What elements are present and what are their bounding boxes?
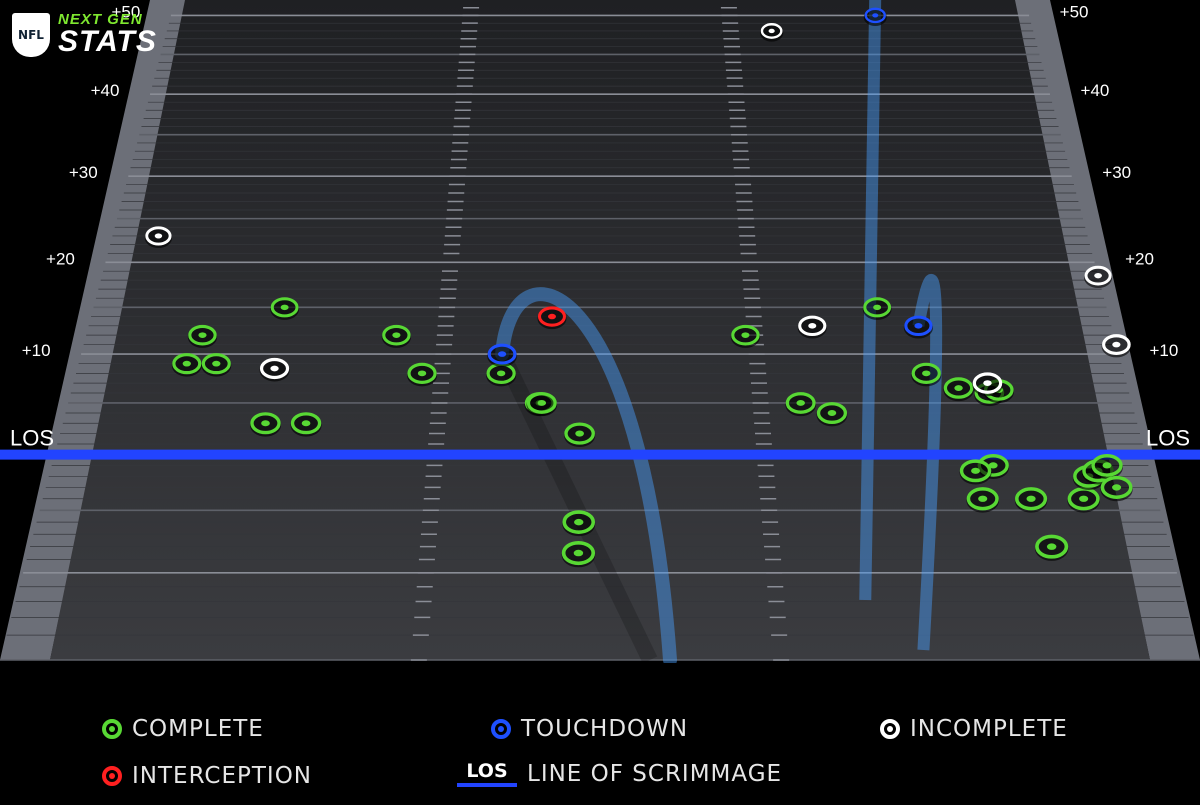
los-line xyxy=(0,449,1200,460)
yard-label-left: +40 xyxy=(91,81,120,100)
yard-label-right: +30 xyxy=(1102,163,1131,182)
complete-marker xyxy=(1100,475,1133,502)
yard-labels: LOS LOS +10 +10 +20 +20 +30 +30 +40 +40 +50 +50 xyxy=(10,2,1190,450)
complete-marker xyxy=(959,459,992,485)
nfl-shield-icon: NFL xyxy=(12,12,50,57)
incomplete-marker xyxy=(1101,334,1132,358)
complete-marker xyxy=(561,540,596,568)
los-swatch-icon: LOS xyxy=(457,761,517,787)
yard-label-left: +50 xyxy=(111,2,140,21)
complete-marker xyxy=(171,353,202,377)
pass-trail xyxy=(495,287,677,667)
touchdown-marker xyxy=(903,315,933,339)
right-sideline-band xyxy=(1010,0,1200,660)
complete-marker xyxy=(486,362,517,387)
legend-incomplete-label: INCOMPLETE xyxy=(910,716,1068,742)
complete-marker xyxy=(381,324,412,348)
legend-los-label: LINE OF SCRIMMAGE xyxy=(527,761,783,787)
pass-trail xyxy=(859,0,882,601)
legend-touchdown: TOUCHDOWN xyxy=(491,716,688,742)
complete-marker xyxy=(290,412,322,437)
complete-marker xyxy=(407,362,438,387)
yard-label-left: +10 xyxy=(22,341,51,360)
yard-label-right: +50 xyxy=(1060,2,1089,21)
complete-marker xyxy=(785,392,817,417)
incomplete-marker-icon xyxy=(880,719,900,739)
next-gen-stats-logo: NFL NEXT GEN STATS xyxy=(12,12,157,57)
complete-marker xyxy=(562,510,596,537)
complete-marker xyxy=(270,297,300,320)
legend-complete: COMPLETE xyxy=(102,716,264,742)
pass-markers xyxy=(144,7,1133,568)
incomplete-marker xyxy=(972,372,1003,397)
complete-marker xyxy=(1067,487,1100,513)
legend-incomplete: INCOMPLETE xyxy=(880,716,1068,742)
touchdown-marker xyxy=(487,343,517,367)
complete-marker xyxy=(862,297,892,320)
left-sideline-band xyxy=(0,0,190,660)
complete-marker xyxy=(1014,487,1048,513)
legend-complete-label: COMPLETE xyxy=(132,716,264,742)
complete-marker xyxy=(966,487,999,513)
incomplete-marker xyxy=(759,23,784,42)
interception-marker-icon xyxy=(102,766,122,786)
line-of-scrimmage xyxy=(0,449,1200,460)
touchdown-marker xyxy=(863,7,887,27)
interception-marker xyxy=(537,306,567,330)
field-surface xyxy=(0,0,1200,661)
yard-label-right: +20 xyxy=(1125,249,1154,268)
incomplete-marker xyxy=(1084,265,1113,288)
legend-touchdown-label: TOUCHDOWN xyxy=(521,716,689,742)
complete-marker xyxy=(943,377,974,402)
incomplete-marker xyxy=(144,226,173,249)
legend-interception: INTERCEPTION xyxy=(102,763,312,789)
complete-marker xyxy=(730,324,761,348)
pass-trail xyxy=(912,274,943,651)
logo-line2: STATS xyxy=(58,25,157,58)
complete-marker xyxy=(201,353,232,377)
legend-interception-label: INTERCEPTION xyxy=(132,763,313,789)
yard-label-right: +40 xyxy=(1081,81,1110,100)
complete-marker-icon xyxy=(102,719,122,739)
complete-marker xyxy=(563,422,596,447)
complete-marker xyxy=(249,412,282,437)
complete-marker xyxy=(526,392,558,417)
los-label-right: LOS xyxy=(1146,426,1190,451)
incomplete-marker xyxy=(797,315,827,339)
incomplete-marker xyxy=(259,357,290,382)
yard-label-left: +20 xyxy=(46,249,75,268)
complete-marker xyxy=(816,402,848,427)
logo-line1: NEXT GEN xyxy=(58,11,143,28)
los-label-left: LOS xyxy=(10,426,54,451)
yard-label-left: +30 xyxy=(69,163,98,182)
turf xyxy=(50,0,1150,660)
complete-marker xyxy=(1091,454,1123,480)
yard-label-right: +10 xyxy=(1149,341,1178,360)
legend-los: LOS LINE OF SCRIMMAGE xyxy=(457,761,782,787)
complete-marker xyxy=(187,324,218,348)
complete-marker xyxy=(911,362,942,387)
legend: COMPLETE TOUCHDOWN INCOMPLETE INTERCEPTI… xyxy=(0,663,1200,805)
complete-marker xyxy=(1034,534,1069,561)
touchdown-marker-icon xyxy=(491,719,511,739)
